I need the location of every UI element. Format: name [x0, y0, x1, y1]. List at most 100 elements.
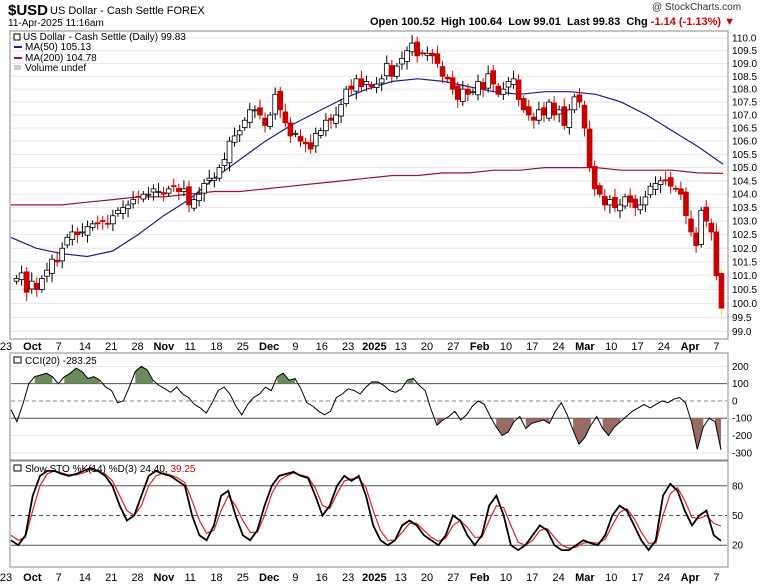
sto-legend-swatch	[13, 464, 22, 472]
candle-body	[196, 193, 202, 202]
x-axis-top: 23 Oct 7 14 21 28 Nov 11 18 25 Dec 9 16 23 2025 13 20 27 F…	[0, 341, 720, 353]
x-tick-label: 24	[552, 341, 564, 353]
candle-body	[150, 188, 157, 193]
candle-body	[404, 50, 410, 62]
x-tick-label: 21	[105, 341, 117, 353]
candle-body	[617, 204, 623, 212]
candle-body	[586, 128, 593, 168]
candle-body	[277, 90, 284, 111]
candle-body	[439, 66, 446, 77]
x-tick-label: 25	[237, 341, 249, 353]
cci-legend-swatch	[13, 356, 22, 364]
candle-body	[328, 117, 334, 121]
candle-body	[338, 104, 344, 117]
price-y-tick-label: 99.0	[732, 327, 752, 338]
sto-k-value: 24.40	[140, 464, 165, 475]
price-y-tick-label: 107.0	[732, 111, 757, 122]
x-tick-label: 23	[0, 572, 12, 584]
x-tick-label: 28	[131, 341, 143, 353]
sto-legend-text: Slow STO %K(14) %D(3) 24.40, 39.25	[25, 464, 196, 475]
brand-logo: @ StockCharts.com	[652, 2, 742, 13]
candle-body	[312, 132, 319, 147]
price-y-tick-label: 106.0	[732, 137, 757, 148]
cci-line	[10, 365, 722, 451]
x-tick-label: 9	[292, 572, 298, 584]
price-y-tick-label: 105.0	[732, 163, 757, 174]
candle-body	[632, 198, 639, 209]
candle-body	[49, 258, 55, 274]
candle-body	[424, 52, 431, 56]
candle-body	[581, 104, 588, 129]
ma50-legend-text: MA(50) 105.13	[25, 42, 92, 53]
quote-bar: Open 100.52 High 100.64 Low 99.01 Last 9…	[370, 16, 735, 28]
x-tick-label: 10	[605, 341, 617, 353]
price-y-tick-label: 107.5	[732, 98, 757, 109]
x-tick-label: 27	[447, 572, 459, 584]
candle-body	[561, 106, 568, 126]
sto-grid	[11, 485, 727, 546]
candle-body	[282, 111, 289, 124]
cci-panel-frame	[9, 352, 729, 461]
cci-y-tick-label: 200	[732, 362, 749, 373]
x-tick-label: 2025	[362, 572, 386, 584]
candle-body	[647, 185, 654, 196]
candle-body	[28, 280, 35, 290]
candle-body	[94, 222, 101, 225]
sto-d-line	[10, 469, 722, 549]
candle-body	[74, 231, 81, 236]
sto-d-value: 39.25	[170, 464, 195, 475]
candle-body	[434, 53, 441, 64]
x-tick-label: 16	[316, 341, 328, 353]
high-label: High	[440, 16, 466, 28]
price-y-tick-label: 104.5	[732, 176, 757, 187]
candle-body	[667, 177, 674, 187]
candle-body	[120, 207, 126, 214]
candle-body	[135, 195, 142, 198]
candle-body	[125, 204, 131, 210]
open-label: Open	[370, 16, 399, 28]
candle-body	[181, 188, 187, 192]
cci-negative-fill	[573, 418, 591, 445]
x-tick-label: Nov	[153, 572, 175, 584]
sto-y-ticks: 80 50 20	[732, 481, 744, 551]
x-tick-label: 23	[342, 341, 354, 353]
low-value: 99.01	[533, 16, 561, 28]
candle-body	[99, 220, 106, 222]
candle-body	[247, 109, 253, 123]
cci-negative-fill	[602, 418, 621, 436]
candle-body	[637, 204, 644, 211]
x-tick-label: 10	[500, 572, 512, 584]
price-y-tick-label: 99.5	[732, 313, 752, 324]
cci-positive-fill	[135, 366, 153, 384]
price-candles	[13, 35, 725, 316]
down-arrow-icon: ▼	[724, 16, 736, 28]
x-tick-label: 24	[658, 572, 670, 584]
candle-body	[368, 84, 375, 87]
cci-grid	[11, 365, 727, 454]
candle-body	[688, 218, 694, 233]
x-tick-label: 17	[526, 341, 538, 353]
x-tick-label: 10	[500, 341, 512, 353]
candle-body	[272, 93, 278, 115]
candle-body	[89, 223, 96, 228]
candle-body	[267, 114, 273, 127]
candle-body	[165, 188, 172, 194]
candle-body	[44, 269, 50, 277]
candle-body	[673, 187, 679, 190]
low-label: Low	[508, 16, 531, 28]
x-tick-label: 24	[658, 341, 670, 353]
x-tick-label: 11	[184, 341, 195, 353]
candle-body	[84, 226, 91, 236]
candle-body	[525, 106, 532, 116]
sto-d-path	[10, 469, 722, 549]
x-tick-label: 13	[395, 572, 407, 584]
sto-y-tick-label: 20	[732, 541, 744, 552]
candle-body	[444, 76, 451, 80]
sto-legend-label: Slow STO %K(14) %D(3)	[25, 464, 137, 475]
x-tick-label: Nov	[153, 341, 175, 353]
x-tick-label: Mar	[575, 572, 595, 584]
candle-body	[145, 193, 152, 196]
ma200-line	[11, 167, 724, 206]
candle-body	[460, 88, 466, 102]
